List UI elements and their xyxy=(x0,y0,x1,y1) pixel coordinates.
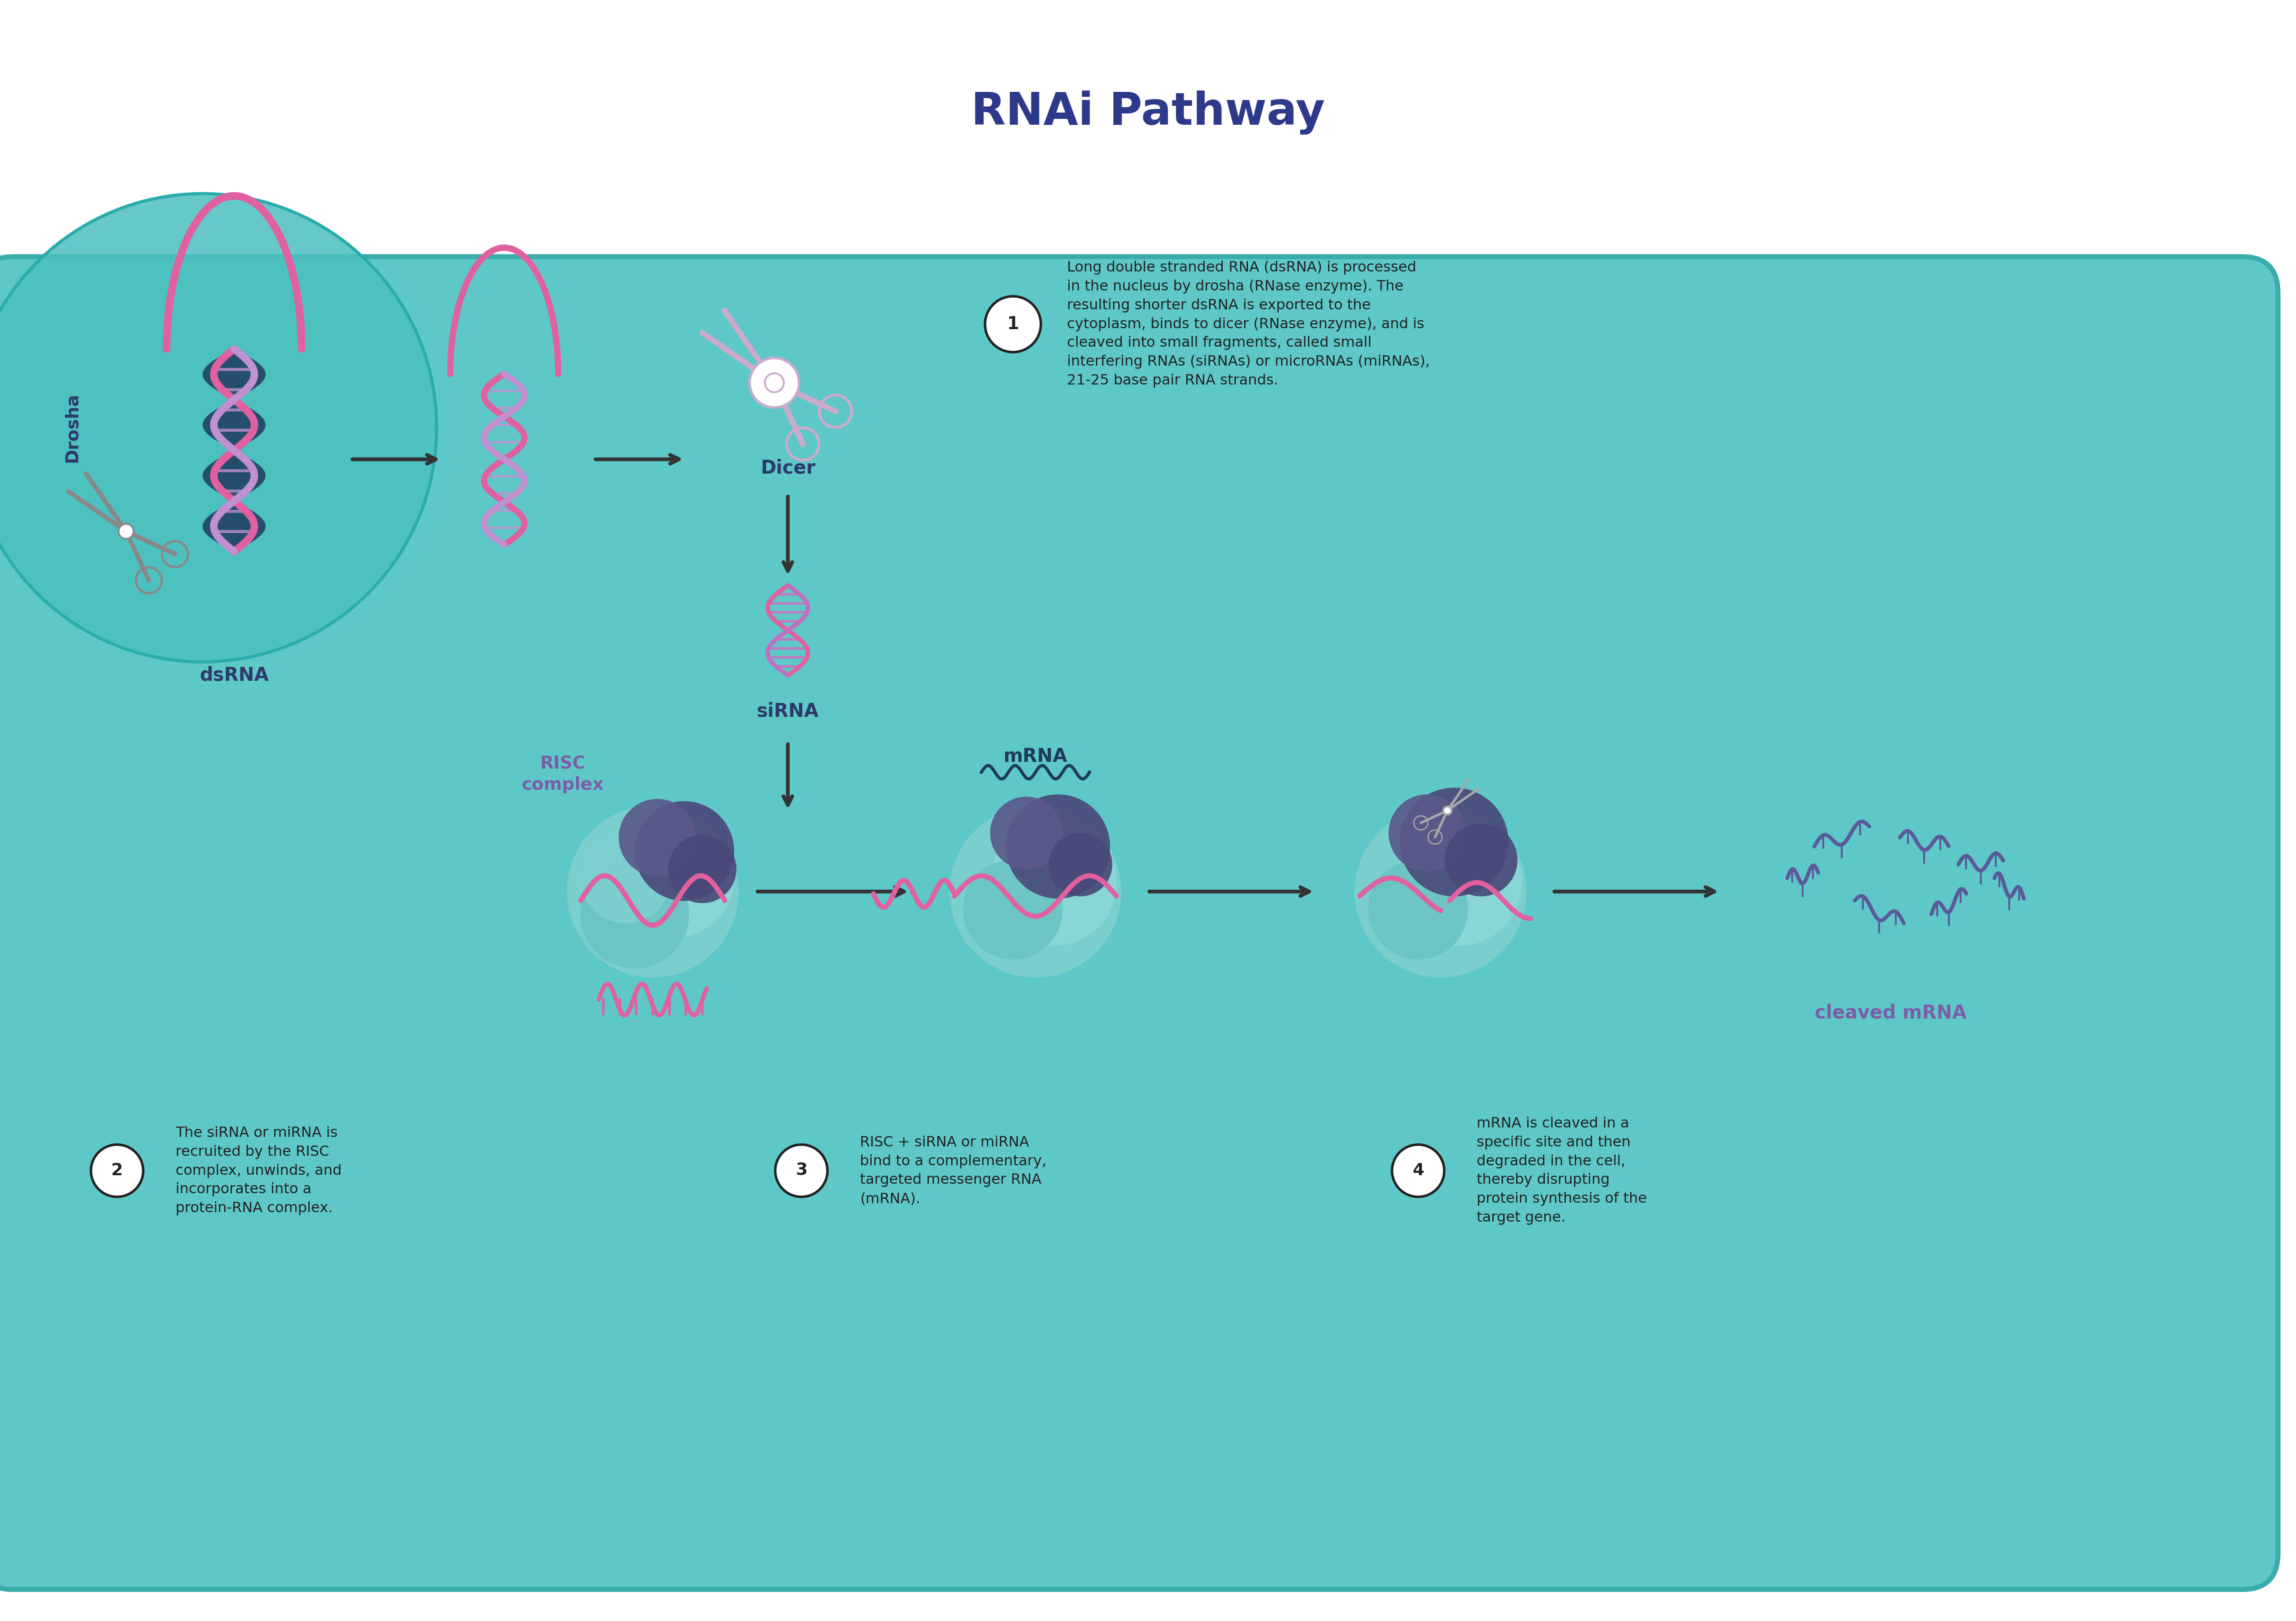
Circle shape xyxy=(990,820,1116,945)
Polygon shape xyxy=(202,349,266,551)
Text: RISC + siRNA or miRNA
bind to a complementary,
targeted messenger RNA
(mRNA).: RISC + siRNA or miRNA bind to a compleme… xyxy=(861,1135,1047,1206)
Text: dsRNA: dsRNA xyxy=(200,666,269,684)
FancyBboxPatch shape xyxy=(0,256,2278,1590)
Text: Drosha: Drosha xyxy=(64,392,80,462)
Circle shape xyxy=(1391,1144,1444,1196)
Text: RNAi Pathway: RNAi Pathway xyxy=(971,91,1325,135)
Text: Long double stranded RNA (dsRNA) is processed
in the nucleus by drosha (RNase en: Long double stranded RNA (dsRNA) is proc… xyxy=(1068,261,1430,387)
Text: mRNA is cleaved in a
specific site and then
degraded in the cell,
thereby disrup: mRNA is cleaved in a specific site and t… xyxy=(1476,1117,1646,1225)
Circle shape xyxy=(1401,788,1508,896)
Circle shape xyxy=(1049,833,1111,896)
Circle shape xyxy=(964,861,1063,960)
Circle shape xyxy=(119,524,133,538)
Text: mRNA: mRNA xyxy=(1003,747,1068,767)
Circle shape xyxy=(634,801,735,901)
Text: 3: 3 xyxy=(794,1162,808,1178)
Circle shape xyxy=(0,193,436,661)
Text: The siRNA or miRNA is
recruited by the RISC
complex, unwinds, and
incorporates i: The siRNA or miRNA is recruited by the R… xyxy=(174,1127,342,1216)
Text: 1: 1 xyxy=(1008,316,1019,332)
Circle shape xyxy=(668,835,737,903)
Text: 4: 4 xyxy=(1412,1162,1424,1178)
Circle shape xyxy=(1006,794,1109,898)
Circle shape xyxy=(618,820,735,937)
Circle shape xyxy=(748,358,799,407)
Circle shape xyxy=(951,806,1120,977)
Circle shape xyxy=(581,833,670,922)
Circle shape xyxy=(567,806,739,977)
Circle shape xyxy=(92,1144,142,1196)
Circle shape xyxy=(1389,794,1465,872)
Circle shape xyxy=(581,861,689,968)
Circle shape xyxy=(1355,806,1527,977)
Text: Dicer: Dicer xyxy=(760,459,815,478)
Circle shape xyxy=(985,297,1040,352)
Circle shape xyxy=(1444,806,1451,815)
Text: 2: 2 xyxy=(110,1162,124,1178)
Circle shape xyxy=(1396,820,1522,945)
Circle shape xyxy=(1444,823,1518,896)
Circle shape xyxy=(990,798,1063,869)
Circle shape xyxy=(1368,861,1467,960)
Text: siRNA: siRNA xyxy=(758,702,820,721)
Text: RISC
complex: RISC complex xyxy=(521,755,604,794)
Text: cleaved mRNA: cleaved mRNA xyxy=(1814,1003,1968,1023)
Circle shape xyxy=(765,373,783,392)
Circle shape xyxy=(620,799,696,875)
Circle shape xyxy=(776,1144,827,1196)
